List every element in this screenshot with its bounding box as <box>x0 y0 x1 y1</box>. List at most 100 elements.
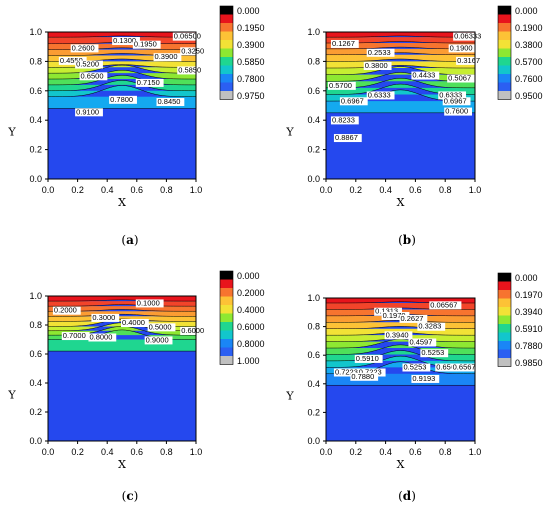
contour-label: 0.2600 <box>72 43 95 52</box>
contour-label-box <box>88 333 117 342</box>
panel-caption: (d) <box>398 489 416 503</box>
color-band <box>48 85 196 97</box>
contour-label: 0.5850 <box>178 65 201 74</box>
legend-label: 1.000 <box>237 356 260 366</box>
contour-label-box <box>366 48 395 57</box>
y-tick-label: 0.0 <box>29 436 42 446</box>
legend-label: 0.6000 <box>237 322 265 332</box>
legend-label: 0.1970 <box>515 290 543 300</box>
contour-label-box <box>327 81 356 90</box>
contour-label: 0.6567 <box>436 363 459 372</box>
legend-swatch <box>220 288 233 297</box>
contour-label: 0.4550 <box>60 56 83 65</box>
legend-swatch <box>220 271 233 280</box>
color-band <box>326 84 475 95</box>
x-tick-label: 0.6 <box>131 447 144 457</box>
y-tick-label: 1.0 <box>29 291 42 301</box>
x-tick-label: 1.0 <box>190 447 203 457</box>
contour-label-box <box>456 56 484 65</box>
contour-label-box <box>350 372 379 381</box>
contour-label: 0.7800 <box>110 95 133 104</box>
legend-label: 0.5700 <box>515 57 543 67</box>
legend-swatch <box>220 82 233 91</box>
color-band <box>326 54 475 62</box>
color-band <box>326 48 475 55</box>
x-tick-label: 0.2 <box>350 447 363 457</box>
contour-label: 0.9000 <box>146 335 169 344</box>
contour-label: 0.7150 <box>137 78 160 87</box>
contour-label: 0.2000 <box>54 306 77 315</box>
legend: 0.000 0.1950 0.3900 0.5850 0.7800 0.9750 <box>219 5 265 101</box>
contour-label: 0.06567 <box>430 300 457 309</box>
legend-swatch <box>220 347 233 356</box>
legend-swatch <box>498 290 511 299</box>
contour-label: 0.3800 <box>365 61 388 70</box>
x-tick-label: 0.8 <box>160 185 173 195</box>
legend-swatch <box>220 305 233 314</box>
plot-frame <box>47 31 197 180</box>
contour-label: 0.9193 <box>412 374 435 383</box>
contour-label: 0.5700 <box>329 81 352 90</box>
legend-swatch <box>498 65 511 74</box>
legend-swatch <box>498 74 511 83</box>
plot-frame <box>325 31 476 180</box>
legend-frame <box>497 272 512 367</box>
x-tick-label: 0.2 <box>71 447 84 457</box>
contour-label-box <box>435 363 464 372</box>
legend-swatch <box>220 313 233 322</box>
y-tick-label: 0.0 <box>307 174 320 184</box>
legend-swatch <box>498 48 511 57</box>
legend-label: 0.7600 <box>515 74 543 84</box>
contour-line <box>47 313 197 317</box>
contour-label: 0.7880 <box>351 372 374 381</box>
contour-label-box <box>79 72 108 81</box>
contour-line <box>47 80 197 92</box>
panel-caption: (b) <box>398 233 416 247</box>
contour-line <box>325 35 476 38</box>
contour-label: 0.2627 <box>401 314 424 323</box>
contour-label-box <box>156 98 185 107</box>
contour-label-box <box>417 322 446 331</box>
contour-label-box <box>374 307 402 316</box>
y-axis-title: Y <box>285 126 294 139</box>
contour-label-box <box>354 354 383 363</box>
contour-label-box <box>75 60 103 69</box>
contour-label: 0.7223 <box>335 368 358 377</box>
contour-label-box <box>144 336 173 345</box>
y-axis-title: Y <box>285 390 294 403</box>
legend-swatch <box>498 307 511 316</box>
legend-swatch <box>498 91 511 100</box>
contour-label: 0.4597 <box>409 337 432 346</box>
legend-swatch <box>220 74 233 83</box>
contour-label: 0.06333 <box>454 32 481 41</box>
legend: 0.000 0.1970 0.3940 0.5910 0.7880 0.9850 <box>497 272 543 368</box>
x-tick-label: 1.0 <box>469 185 482 195</box>
color-band <box>326 32 475 38</box>
contour-label-box <box>453 32 486 41</box>
contour-label-box <box>172 32 205 41</box>
contour-label-box <box>357 368 386 377</box>
contour-line <box>325 344 476 355</box>
x-tick-label: 0.0 <box>320 185 333 195</box>
contour-label: 0.8867 <box>335 133 358 142</box>
contour-label-box <box>442 97 471 106</box>
contour-label: 0.5000 <box>149 322 172 331</box>
legend-label: 0.000 <box>237 271 260 281</box>
legend-swatch <box>498 57 511 66</box>
y-tick-label: 0.8 <box>29 320 42 330</box>
legend-swatch <box>220 31 233 40</box>
y-tick-label: 0.2 <box>307 407 320 417</box>
legend: 0.000 0.1900 0.3800 0.5700 0.7600 0.9500 <box>497 5 543 101</box>
x-tick-label: 0.4 <box>379 447 392 457</box>
legend-swatch <box>220 296 233 305</box>
legend-swatch <box>220 14 233 23</box>
y-axis-title: Y <box>7 389 16 402</box>
legend-label: 0.1950 <box>237 23 265 33</box>
color-band <box>48 32 196 38</box>
y-tick-label: 0.8 <box>307 56 320 66</box>
x-tick-label: 0.0 <box>320 447 333 457</box>
contour-label: 0.7223 <box>359 368 382 377</box>
legend-swatch <box>498 341 511 350</box>
contour-label-box <box>399 314 428 323</box>
contour-label-box <box>339 97 368 106</box>
